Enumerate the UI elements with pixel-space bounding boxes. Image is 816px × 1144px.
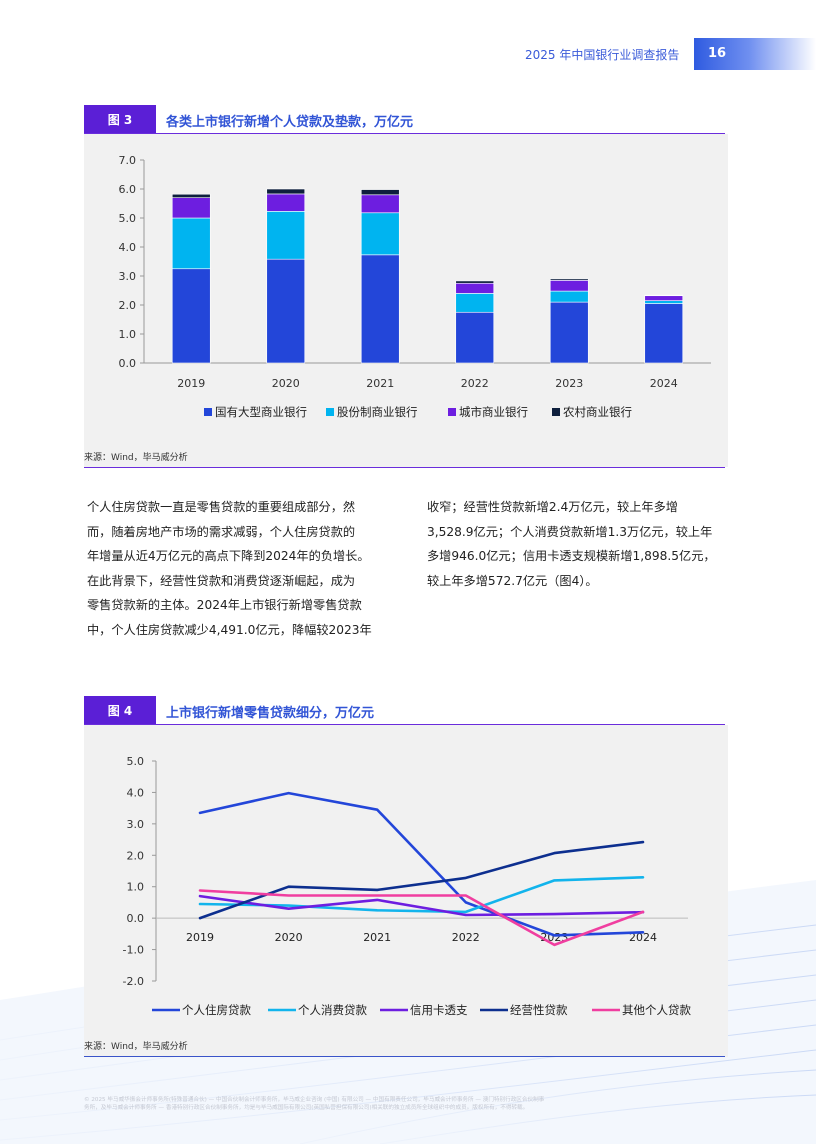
x-tick-label: 2019 — [177, 377, 205, 390]
bar-segment — [644, 294, 684, 297]
footer-line: 务所，及毕马威会计师事务所 — 香港特别行政区合伙制事务所，均是与毕马威国际有限… — [84, 1105, 529, 1111]
legend-label: 信用卡透支 — [410, 1003, 468, 1017]
figure4-chart: -2.0 -1.0 0.0 1.0 2.0 3.0 4.0 5.0 2019 2020 2021 20… — [123, 755, 692, 1017]
bar-segment — [171, 197, 211, 219]
body-line: 中，个人住房贷款减少4,491.0亿元，降幅较2023年 — [87, 622, 372, 637]
legend-swatch — [448, 408, 456, 416]
bar-segment — [266, 188, 306, 195]
body-line: 年增量从近4万亿元的高点下降到2024年的负增长。 — [87, 549, 370, 563]
figure3-bottom-rule — [84, 467, 725, 468]
y-tick-label: -2.0 — [123, 975, 144, 988]
legend-label: 经营性贷款 — [510, 1003, 568, 1017]
body-line: 较上年多增572.7亿元（图4）。 — [427, 573, 598, 588]
x-tick-label: 2024 — [629, 931, 657, 944]
y-tick-label: 3.0 — [119, 270, 137, 283]
bar-segment — [549, 278, 589, 281]
body-line: 而，随着房地产市场的需求减弱，个人住房贷款的 — [87, 524, 356, 539]
legend-label: 国有大型商业银行 — [215, 405, 307, 419]
figure4-bottom-rule — [84, 1056, 725, 1057]
series-line — [198, 894, 645, 917]
x-tick-label: 2020 — [275, 931, 303, 944]
x-tick-label: 2022 — [452, 931, 480, 944]
bar-segment — [644, 303, 684, 364]
y-tick-label: 6.0 — [119, 183, 137, 196]
body-line: 多增946.0亿元；信用卡透支规模新增1,898.5亿元， — [427, 549, 716, 563]
figure4-panel — [84, 725, 728, 1057]
body-left-column: 个人住房贷款一直是零售贷款的重要组成部分，然 而，随着房地产市场的需求减弱，个人… — [87, 495, 393, 642]
figure3-title: 各类上市银行新增个人贷款及垫款，万亿元 — [166, 115, 414, 130]
x-tick-label: 2020 — [272, 377, 300, 390]
bar-segment — [171, 268, 211, 364]
bar-segment — [266, 211, 306, 260]
legend-label: 其他个人贷款 — [622, 1003, 691, 1017]
legend-label: 股份制商业银行 — [337, 405, 418, 419]
y-tick-label: 3.0 — [127, 818, 145, 831]
legend-label: 农村商业银行 — [563, 405, 632, 419]
body-line: 收窄；经营性贷款新增2.4万亿元，较上年多增 — [427, 500, 678, 514]
figure3-title-rule — [84, 133, 725, 134]
bar-segment — [644, 295, 684, 301]
body-line: 3,528.9亿元；个人消费贷款新增1.3万亿元，较上年 — [427, 524, 713, 539]
y-tick-label: 0.0 — [119, 357, 137, 370]
body-line: 在此背景下，经营性贷款和消费贷逐渐崛起，成为 — [87, 573, 356, 588]
bar-segment — [549, 280, 589, 292]
series-line — [198, 889, 645, 947]
bar-segment — [266, 193, 306, 212]
y-tick-label: -1.0 — [123, 944, 144, 957]
bar-segment — [455, 293, 495, 313]
x-tick-label: 2021 — [363, 931, 391, 944]
x-tick-label: 2022 — [461, 377, 489, 390]
y-tick-label: 1.0 — [127, 881, 145, 894]
bar-segment — [360, 194, 400, 214]
figure3-source: 来源：Wind，毕马威分析 — [84, 453, 188, 463]
y-tick-label: 2.0 — [127, 849, 145, 862]
report-title: 2025 年中国银行业调查报告 — [525, 48, 680, 62]
body-line: 个人住房贷款一直是零售贷款的重要组成部分，然 — [87, 500, 356, 514]
page-number: 16 — [708, 46, 727, 61]
y-tick-label: 5.0 — [119, 212, 137, 225]
x-tick-label: 2024 — [650, 377, 678, 390]
bar-segment — [266, 258, 306, 364]
figure3-label: 图 3 — [84, 105, 156, 133]
figure4-source: 来源：Wind，毕马威分析 — [84, 1042, 188, 1052]
x-tick-label: 2021 — [366, 377, 394, 390]
y-tick-label: 7.0 — [119, 154, 137, 167]
x-tick-label: 2023 — [555, 377, 583, 390]
series-line — [198, 791, 645, 937]
legend-label: 个人消费贷款 — [298, 1003, 367, 1017]
bar-segment — [455, 280, 495, 284]
page-number-tab — [694, 38, 816, 70]
figure4-title: 上市银行新增零售贷款细分，万亿元 — [166, 706, 375, 721]
series-line — [198, 840, 645, 920]
bar-segment — [360, 189, 400, 196]
y-tick-label: 2.0 — [119, 299, 137, 312]
y-tick-label: 4.0 — [127, 786, 145, 799]
bar-segment — [171, 217, 211, 270]
bar-segment — [360, 254, 400, 364]
figure4-title-rule — [84, 724, 725, 725]
bar-segment — [549, 301, 589, 364]
bar-segment — [549, 290, 589, 303]
footer-line: © 2025 毕马威华振会计师事务所(特殊普通合伙) — 中国合伙制会计师事务所… — [84, 1097, 545, 1103]
x-tick-label: 2019 — [186, 931, 214, 944]
figure4-label: 图 4 — [84, 696, 156, 724]
bar-segment — [360, 212, 400, 256]
bar-segment — [171, 193, 211, 199]
body-right-column: 收窄；经营性贷款新增2.4万亿元，较上年多增 3,528.9亿元；个人消费贷款新… — [427, 495, 733, 593]
bar-segment — [455, 311, 495, 364]
bar-segment — [455, 282, 495, 294]
y-tick-label: 0.0 — [127, 912, 145, 925]
y-tick-label: 1.0 — [119, 328, 137, 341]
legend-swatch — [326, 408, 334, 416]
bar-segment — [644, 300, 684, 304]
y-tick-label: 5.0 — [127, 755, 145, 768]
legend-label: 个人住房贷款 — [182, 1003, 251, 1017]
y-tick-label: 4.0 — [119, 241, 137, 254]
legend-swatch — [204, 408, 212, 416]
body-line: 零售贷款新的主体。2024年上市银行新增零售贷款 — [87, 598, 362, 612]
copyright-footer: © 2025 毕马威华振会计师事务所(特殊普通合伙) — 中国合伙制会计师事务所… — [84, 1096, 734, 1112]
legend-label: 城市商业银行 — [459, 405, 528, 419]
legend-swatch — [552, 408, 560, 416]
figure3-chart: 0.0 1.0 2.0 3.0 4.0 5.0 6.0 7.0 2019 2020 2021 2022… — [119, 154, 711, 419]
